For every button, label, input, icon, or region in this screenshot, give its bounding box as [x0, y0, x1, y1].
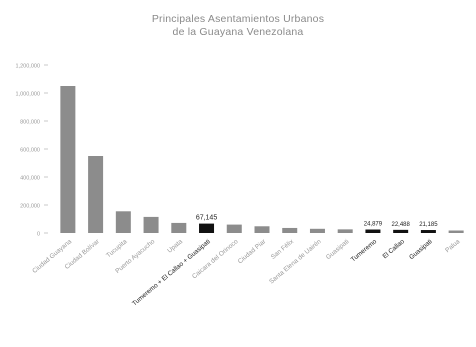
bar-7 — [254, 226, 270, 233]
category-label-12: El Callao — [382, 238, 407, 260]
bar-9 — [309, 228, 325, 233]
category-label-2: Tucupita — [105, 238, 129, 259]
category-label-9: Santa Elena de Uairén — [268, 238, 323, 286]
bar-0 — [60, 86, 76, 233]
bar-6 — [226, 224, 242, 233]
category-label-11: Tumeremo — [350, 238, 379, 264]
category-label-14: Palua — [444, 238, 462, 254]
bar-4 — [171, 222, 187, 233]
chart-title-line-1: Principales Asentamientos Urbanos — [151, 13, 325, 25]
category-label-4: Upata — [166, 238, 184, 255]
y-tick-label-4: 800,000 — [20, 120, 40, 126]
data-label-13: 21,185 — [419, 222, 438, 228]
category-label-6: Caicara del Orinoco — [191, 238, 240, 281]
category-label-7: Ciudad Piar — [237, 238, 268, 266]
bar-2 — [115, 211, 131, 233]
bar-11 — [365, 229, 381, 233]
y-tick-label-5: 1,000,000 — [16, 92, 40, 98]
bar-13 — [420, 230, 436, 233]
category-label-8: San Félix — [270, 238, 296, 261]
y-tick-label-1: 200,000 — [20, 204, 40, 210]
bar-3 — [143, 216, 159, 233]
y-tick-label-6: 1,200,000 — [16, 64, 40, 70]
data-label-5: 67,145 — [196, 215, 218, 222]
data-label-12: 22,488 — [391, 222, 410, 228]
bar-5 — [199, 223, 215, 233]
chart-title-line-2: de la Guayana Venezolana — [172, 26, 304, 38]
bar-12 — [393, 229, 409, 233]
category-label-13: Guasipati — [408, 238, 434, 261]
bar-1 — [88, 156, 104, 233]
data-label-11: 24,879 — [364, 222, 383, 228]
bar-14 — [448, 230, 464, 233]
category-label-10: Guasipati — [325, 238, 351, 261]
bar-8 — [282, 227, 298, 233]
y-tick-label-2: 400,000 — [20, 176, 40, 182]
bar-10 — [337, 229, 353, 233]
y-tick-label-3: 600,000 — [20, 148, 40, 154]
y-tick-label-0: 0 — [37, 232, 40, 238]
